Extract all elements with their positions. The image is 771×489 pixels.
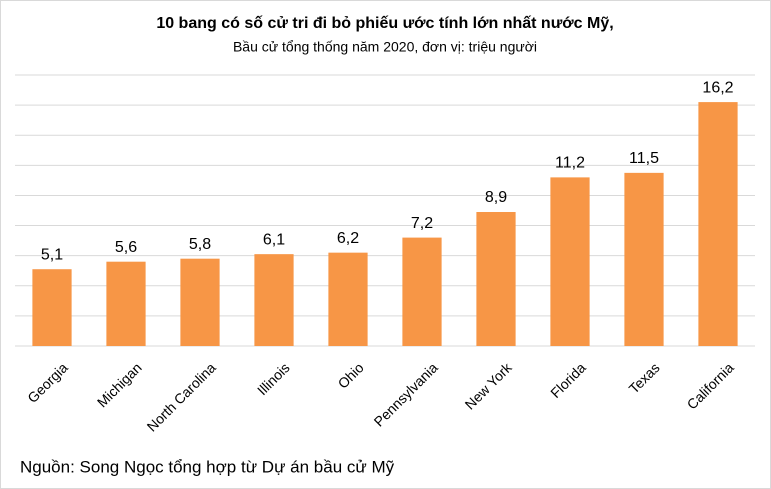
bar [550, 177, 590, 346]
value-label: 11,2 [555, 155, 585, 172]
bar [698, 102, 738, 346]
value-label: 6,1 [263, 231, 285, 248]
bar [180, 258, 220, 346]
bar [402, 237, 442, 346]
value-label: 11,5 [629, 150, 659, 167]
bar [32, 269, 72, 346]
bar [106, 261, 146, 346]
value-label: 5,6 [115, 239, 137, 256]
value-label: 5,1 [41, 246, 63, 263]
value-label: 5,8 [189, 236, 211, 253]
bar [328, 252, 368, 346]
chart-subtitle: Bầu cử tổng thống năm 2020, đơn vị: triệ… [233, 39, 537, 55]
source-note: Nguồn: Song Ngọc tổng hợp từ Dự án bầu c… [20, 457, 395, 476]
chart-title: 10 bang có số cử tri đi bỏ phiếu ước tín… [156, 15, 613, 32]
bar [254, 254, 294, 346]
value-label: 8,9 [485, 189, 507, 206]
bar [624, 172, 664, 346]
value-label: 6,2 [337, 230, 359, 247]
value-label: 7,2 [411, 215, 433, 232]
bar [476, 212, 516, 346]
value-label: 16,2 [702, 79, 733, 96]
